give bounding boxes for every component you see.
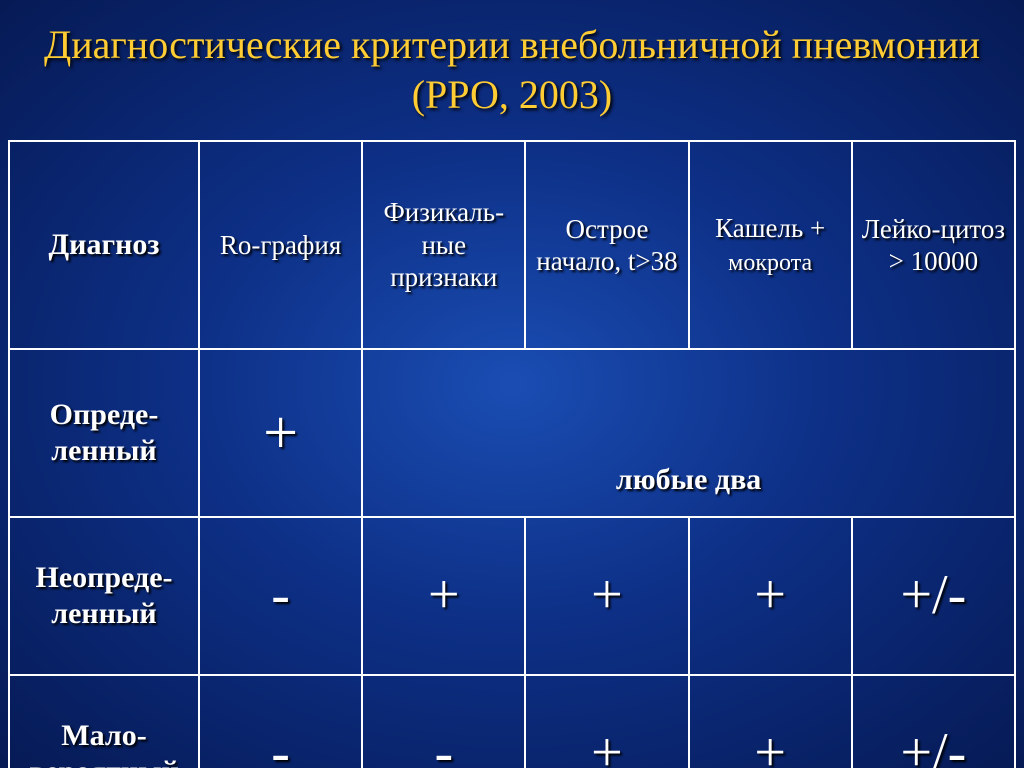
cell: + (689, 517, 852, 675)
cell: - (199, 517, 362, 675)
cell-any-two: любые два (362, 349, 1015, 517)
table-header-row: Диагноз Rо-графия Физикаль-ные признаки … (9, 141, 1015, 349)
header-cough: Кашель + мокрота (689, 141, 852, 349)
table-row: Неопреде-ленный - + + + +/- (9, 517, 1015, 675)
header-leuko: Лейко-цитоз > 10000 (852, 141, 1015, 349)
cell: + (199, 349, 362, 517)
row-label-definite: Опреде-ленный (9, 349, 199, 517)
slide: Диагностические критерии внебольничной п… (0, 0, 1024, 768)
cell: + (525, 517, 688, 675)
slide-title: Диагностические критерии внебольничной п… (38, 20, 986, 120)
header-roentgen: Rо-графия (199, 141, 362, 349)
cell: - (199, 675, 362, 768)
header-diagnosis: Диагноз (9, 141, 199, 349)
cell: +/- (852, 517, 1015, 675)
criteria-table: Диагноз Rо-графия Физикаль-ные признаки … (8, 140, 1016, 768)
table-row: Опреде-ленный + любые два (9, 349, 1015, 517)
cell: - (362, 675, 525, 768)
cell: + (362, 517, 525, 675)
table-row: Мало-вероятный - - + + +/- (9, 675, 1015, 768)
row-label-uncertain: Неопреде-ленный (9, 517, 199, 675)
cell: +/- (852, 675, 1015, 768)
header-cough-a: Кашель + (715, 213, 825, 243)
header-acute: Острое начало, t>38 (525, 141, 688, 349)
header-physical: Физикаль-ные признаки (362, 141, 525, 349)
row-label-unlikely: Мало-вероятный (9, 675, 199, 768)
header-cough-b: мокрота (728, 250, 812, 276)
cell: + (689, 675, 852, 768)
cell: + (525, 675, 688, 768)
